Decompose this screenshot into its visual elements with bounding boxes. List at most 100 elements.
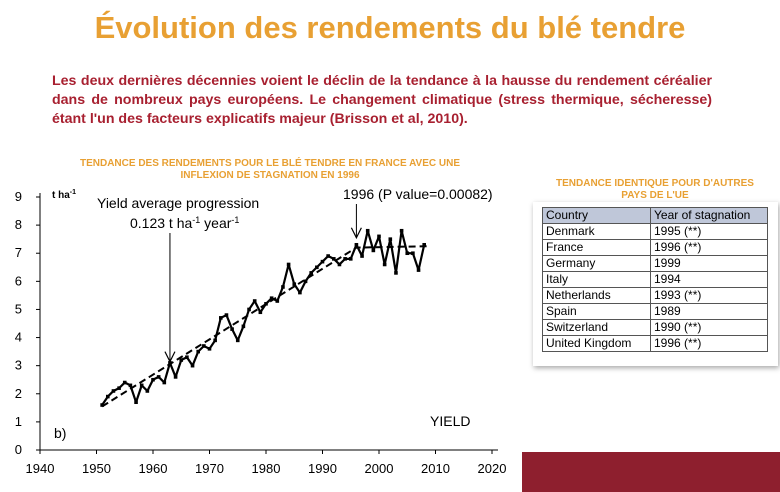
data-point bbox=[219, 316, 223, 320]
data-point bbox=[360, 254, 364, 258]
x-tick-label: 1960 bbox=[139, 461, 168, 476]
cell-country: Netherlands bbox=[542, 287, 651, 304]
table-caption-line-1: TENDANCE IDENTIQUE POUR D'AUTRES bbox=[556, 178, 754, 189]
progression-unit: year bbox=[200, 215, 231, 231]
data-point bbox=[122, 380, 127, 385]
data-point bbox=[332, 257, 336, 261]
data-point bbox=[377, 234, 381, 239]
data-point bbox=[128, 383, 133, 388]
data-point bbox=[111, 389, 116, 393]
data-point bbox=[422, 242, 426, 247]
y-tick-label: 8 bbox=[15, 217, 22, 232]
cell-country: Denmark bbox=[542, 223, 651, 240]
table-row: Germany 1999 bbox=[542, 255, 768, 272]
x-tick-label: 1980 bbox=[252, 461, 281, 476]
y-axis-unit-sup: -1 bbox=[70, 189, 76, 196]
data-point bbox=[315, 265, 319, 270]
data-point bbox=[388, 237, 393, 241]
table-caption-line-2: PAYS DE L'UE bbox=[621, 190, 689, 201]
intro-paragraph: Les deux dernières décennies voient le d… bbox=[52, 73, 712, 127]
cell-year: 1993 (**) bbox=[650, 287, 768, 304]
table-row: Italy 1994 bbox=[542, 271, 768, 288]
data-point bbox=[247, 307, 251, 312]
cell-country: France bbox=[542, 239, 651, 256]
data-point bbox=[156, 375, 161, 379]
y-tick-label: 0 bbox=[15, 442, 22, 457]
progression-label-line-2: 0.123 t ha-1 year-1 bbox=[130, 215, 239, 231]
table-row: Spain 1989 bbox=[542, 303, 768, 320]
chart-caption-line-2: INFLEXION DE STAGNATION EN 1996 bbox=[180, 170, 360, 181]
progression-value: 0.123 t ha bbox=[130, 215, 192, 231]
cell-year: 1990 (**) bbox=[650, 319, 768, 336]
stagnation-arrow-head bbox=[350, 227, 362, 240]
table-row: Netherlands 1993 (**) bbox=[542, 287, 768, 304]
data-point bbox=[190, 363, 195, 368]
series-label: YIELD bbox=[430, 413, 470, 429]
data-point bbox=[117, 386, 121, 390]
data-point bbox=[411, 251, 415, 256]
data-point bbox=[354, 242, 359, 247]
x-tick-label: 2020 bbox=[478, 461, 507, 476]
data-point bbox=[309, 271, 313, 275]
data-point bbox=[320, 259, 325, 264]
data-point bbox=[173, 375, 178, 379]
chart-panel: 0 1 2 3 4 5 6 7 8 9 1940 1950 1960 1970 1980 1990 2000 20… bbox=[0, 184, 522, 492]
data-point bbox=[343, 257, 347, 261]
progression-arrow-head bbox=[164, 351, 176, 364]
series-layer bbox=[100, 228, 426, 407]
cell-country: Italy bbox=[542, 271, 651, 288]
x-tick-label: 2000 bbox=[365, 461, 394, 476]
data-point bbox=[348, 257, 353, 261]
data-point bbox=[179, 358, 184, 362]
series-line bbox=[101, 229, 426, 406]
data-point bbox=[394, 271, 398, 275]
table-row: Denmark 1995 (**) bbox=[542, 223, 768, 240]
table-row: United Kingdom 1996 (**) bbox=[542, 335, 768, 352]
cell-year: 1996 (**) bbox=[650, 239, 768, 256]
stagnation-label: 1996 (P value=0.00082) bbox=[343, 186, 493, 202]
x-tick-label: 1990 bbox=[308, 461, 337, 476]
data-point bbox=[235, 338, 240, 343]
x-tick-label: 1940 bbox=[26, 461, 55, 476]
data-point bbox=[202, 344, 206, 348]
table-caption: TENDANCE IDENTIQUE POUR D'AUTRES PAYS DE… bbox=[530, 178, 780, 202]
slide-title: Évolution des rendements du blé tendre bbox=[94, 10, 686, 45]
data-point bbox=[213, 338, 217, 343]
data-point bbox=[230, 327, 234, 331]
y-axis-unit-main: t ha bbox=[52, 190, 70, 201]
data-point bbox=[196, 349, 200, 354]
y-axis-unit-label: t ha-1 bbox=[52, 189, 76, 201]
data-point bbox=[151, 377, 155, 382]
data-point bbox=[207, 347, 212, 351]
y-tick-label: 6 bbox=[15, 273, 22, 288]
data-point bbox=[399, 228, 404, 233]
chart-caption-line-1: TENDANCE DES RENDEMENTS POUR LE BLÉ TEND… bbox=[79, 158, 461, 169]
panel-label: b) bbox=[54, 425, 66, 441]
data-point bbox=[264, 302, 268, 306]
x-tick-label: 1970 bbox=[195, 461, 224, 476]
data-point bbox=[365, 228, 370, 233]
y-tick-label: 4 bbox=[15, 330, 22, 345]
data-point bbox=[326, 254, 330, 258]
axes: 0 1 2 3 4 5 6 7 8 9 1940 1950 1960 1970 1980 1990 2000 20… bbox=[15, 189, 507, 476]
data-point bbox=[134, 400, 138, 405]
progression-sup-2: -1 bbox=[231, 215, 239, 225]
y-tick-label: 3 bbox=[15, 358, 22, 373]
data-point bbox=[162, 380, 167, 385]
y-tick-label: 5 bbox=[15, 301, 22, 316]
table-row: France 1996 (**) bbox=[542, 239, 768, 256]
yield-chart: 0 1 2 3 4 5 6 7 8 9 1940 1950 1960 1970 1980 1990 2000 20… bbox=[15, 186, 507, 476]
data-point bbox=[252, 299, 257, 303]
cell-year: 1994 bbox=[650, 271, 768, 288]
data-point bbox=[145, 389, 150, 393]
data-point bbox=[241, 324, 246, 329]
y-tick-label: 9 bbox=[15, 189, 22, 204]
data-point bbox=[371, 248, 376, 253]
stagnation-table-card: Country Year of stagnation Denmark 1995 (… bbox=[533, 202, 778, 366]
cell-year: 1999 bbox=[650, 255, 768, 272]
progression-label-line-1: Yield average progression bbox=[97, 195, 259, 211]
cell-country: Spain bbox=[542, 303, 651, 320]
data-point bbox=[224, 313, 229, 317]
cell-country: Germany bbox=[542, 255, 651, 272]
progression-sup-1: -1 bbox=[192, 215, 200, 225]
